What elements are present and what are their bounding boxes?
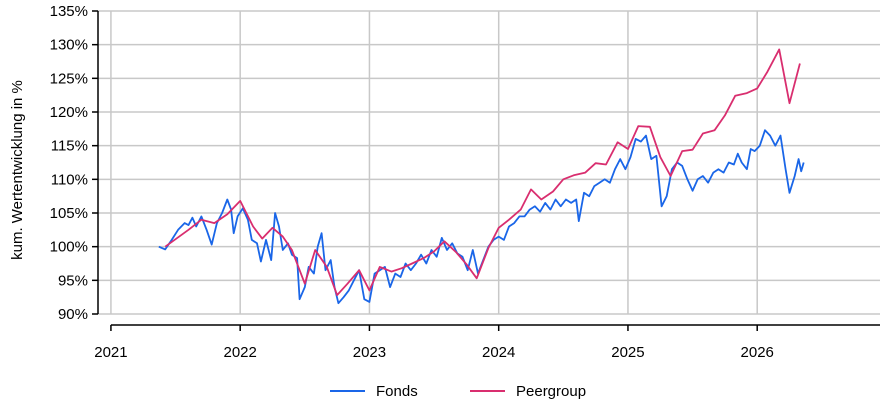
y-tick-label: 100% (50, 239, 88, 256)
x-tick-label: 2022 (223, 344, 256, 361)
y-tick-label: 135% (50, 3, 88, 20)
y-tick-label: 120% (50, 104, 88, 121)
y-tick-label: 115% (51, 138, 88, 155)
x-tick-label: 2026 (741, 344, 774, 361)
legend-label: Peergroup (516, 383, 586, 400)
legend-label: Fonds (376, 383, 418, 400)
x-tick-label: 2021 (94, 344, 127, 361)
line-series (158, 129, 805, 305)
y-tick-label: 130% (50, 37, 88, 54)
line-series (164, 48, 801, 296)
x-tick-label: 2023 (353, 344, 386, 361)
y-tick-label: 105% (50, 205, 88, 222)
y-tick-label: 110% (51, 171, 88, 188)
y-tick-label: 90% (58, 306, 88, 323)
y-tick-label: 125% (50, 70, 88, 87)
x-tick-label: 2025 (611, 344, 644, 361)
y-axis-label: kum. Wertentwicklung in % (9, 80, 26, 260)
x-tick-label: 2024 (482, 344, 515, 361)
y-tick-label: 95% (58, 272, 88, 289)
